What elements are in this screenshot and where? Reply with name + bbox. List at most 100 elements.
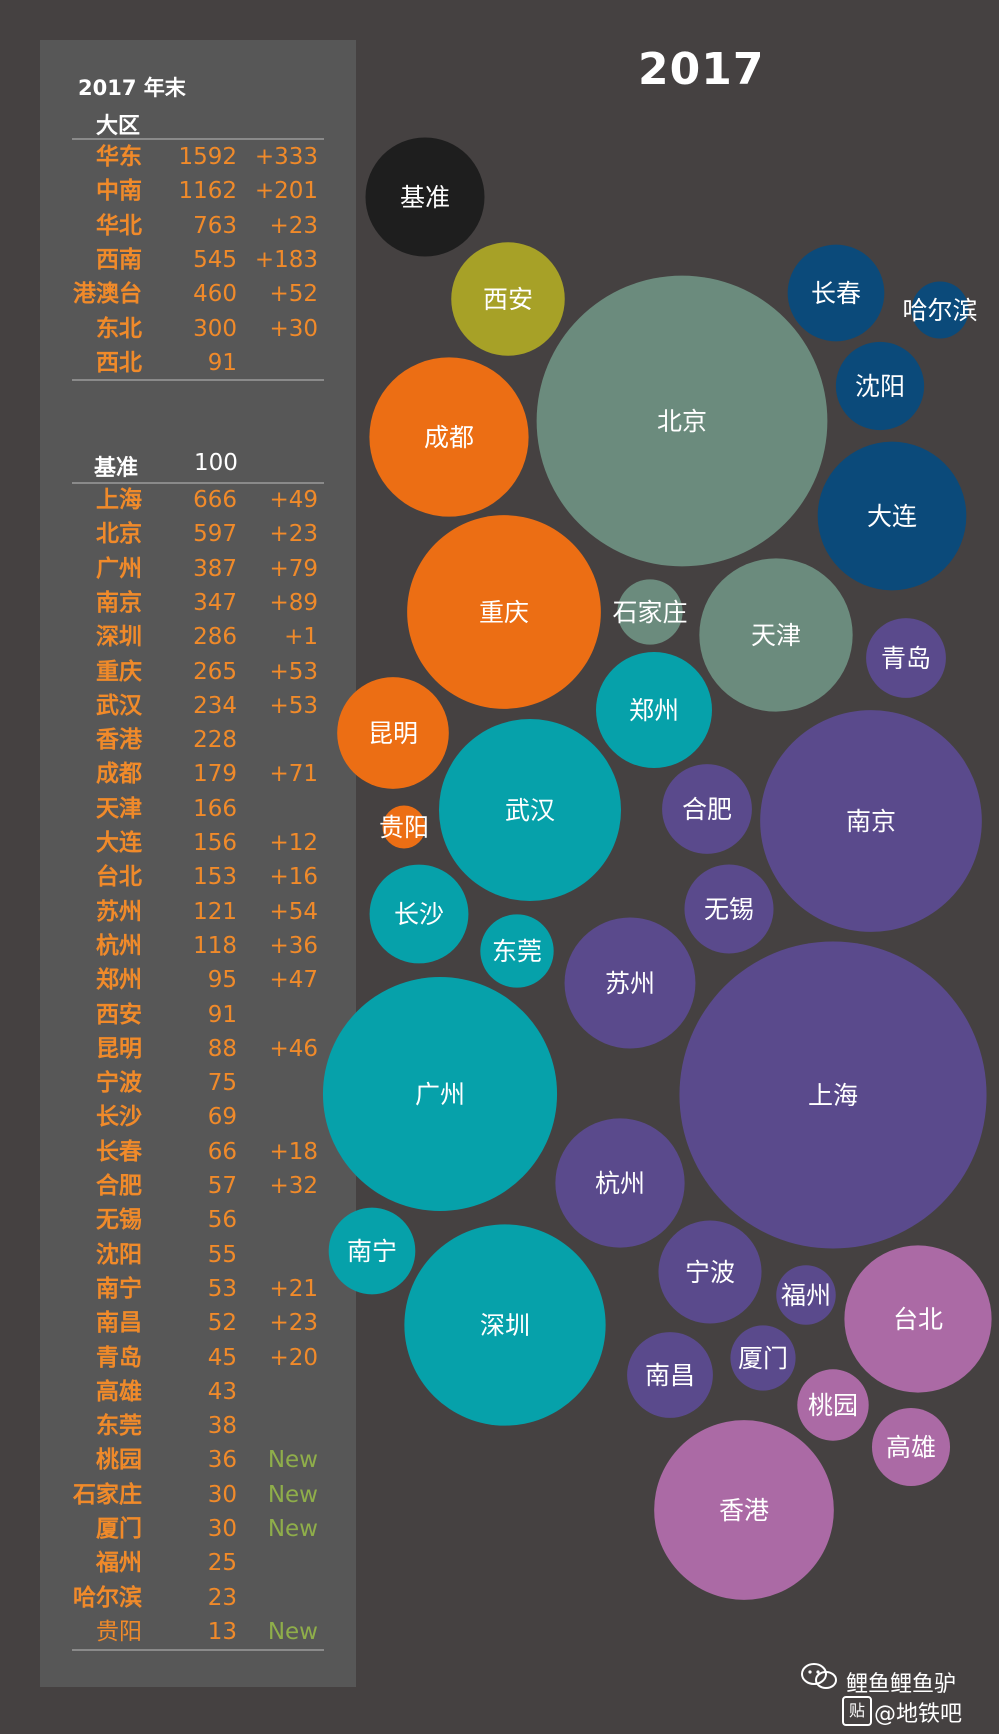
bubble-label: 郑州 (629, 696, 679, 725)
row-value: 1592 (178, 144, 237, 170)
bubble-西安 (451, 242, 565, 356)
row-value: 13 (207, 1618, 237, 1645)
row-delta: +333 (254, 144, 318, 170)
row-value: 88 (207, 1035, 237, 1062)
bubble-深圳 (404, 1224, 606, 1426)
row-value: 57 (207, 1173, 237, 1199)
row-value: 118 (193, 932, 237, 959)
table-row: 哈尔滨 23 (0, 1581, 360, 1615)
bubble-label: 福州 (781, 1281, 831, 1310)
row-value: 43 (207, 1378, 237, 1405)
row-name: 石家庄 (73, 1481, 142, 1508)
bubble-苏州 (564, 917, 696, 1049)
row-value: 387 (193, 555, 237, 582)
row-value: 55 (207, 1241, 237, 1268)
table-row: 桃园 36 New (0, 1443, 360, 1477)
row-delta: +79 (269, 555, 318, 582)
row-value: 52 (207, 1310, 237, 1337)
row-delta: +183 (254, 246, 318, 273)
row-value: 460 (193, 281, 237, 308)
row-name: 厦门 (96, 1516, 142, 1542)
row-value: 75 (207, 1070, 237, 1097)
row-value: 91 (207, 349, 237, 376)
row-delta: +54 (269, 898, 318, 925)
bubble-青岛 (866, 618, 946, 698)
table-row: 长沙 69 (0, 1100, 360, 1134)
bubble-无锡 (684, 864, 774, 954)
row-delta: New (267, 1481, 318, 1508)
table-row: 广州 387 +79 (0, 552, 360, 586)
bubble-成都 (369, 357, 529, 517)
row-name: 南宁 (96, 1275, 142, 1302)
table-row: 上海 666 +49 (0, 483, 360, 517)
row-delta: +49 (269, 487, 318, 513)
bubble-label: 石家庄 (612, 598, 687, 627)
bubble-label: 高雄 (886, 1433, 936, 1462)
bubble-广州 (322, 976, 558, 1212)
bubble-label: 东莞 (492, 937, 542, 966)
row-value: 66 (207, 1138, 237, 1165)
row-delta: New (267, 1447, 318, 1474)
table-row: 长春 66 +18 (0, 1135, 360, 1169)
row-name: 广州 (96, 555, 142, 582)
row-delta: +23 (269, 212, 318, 239)
row-value: 69 (207, 1104, 237, 1131)
row-name: 中南 (96, 178, 142, 205)
row-value: 23 (207, 1584, 237, 1611)
table-row: 厦门 30 New (0, 1512, 360, 1546)
row-value: 300 (193, 315, 237, 342)
row-value: 1162 (178, 178, 237, 205)
table-row: 天津 166 (0, 792, 360, 826)
table-row: 南宁 53 +21 (0, 1272, 360, 1306)
row-value: 95 (207, 967, 237, 994)
row-name: 苏州 (96, 898, 142, 925)
row-delta: New (267, 1618, 318, 1645)
table-row: 东北 300 +30 (0, 312, 360, 346)
table-row: 无锡 56 (0, 1203, 360, 1237)
table-row: 郑州 95 +47 (0, 963, 360, 997)
row-name: 桃园 (96, 1447, 142, 1474)
row-name: 贵阳 (96, 1618, 142, 1645)
row-name: 上海 (96, 487, 142, 513)
table-row: 东莞 38 (0, 1409, 360, 1443)
bubble-北京 (536, 275, 828, 567)
watermark-author: 鲤鱼鲤鱼驴 (846, 1672, 957, 1697)
bubble-哈尔滨 (911, 281, 969, 339)
divider (72, 1649, 324, 1651)
row-name: 南京 (96, 589, 142, 616)
bubble-昆明 (337, 677, 449, 789)
table-row: 石家庄 30 New (0, 1478, 360, 1512)
bubble-label: 宁波 (685, 1258, 735, 1287)
bubble-天津 (699, 558, 853, 712)
bubble-label: 桃园 (808, 1391, 858, 1420)
row-value: 545 (193, 246, 237, 273)
row-name: 华北 (96, 212, 142, 239)
bubble-label: 厦门 (738, 1344, 788, 1373)
row-value: 25 (207, 1550, 237, 1577)
row-name: 西安 (96, 1001, 142, 1028)
table-row: 台北 153 +16 (0, 860, 360, 894)
table-row: 中南 1162 +201 (0, 174, 360, 208)
table-row: 武汉 234 +53 (0, 689, 360, 723)
bubble-label: 哈尔滨 (902, 296, 977, 325)
row-name: 深圳 (96, 624, 142, 651)
bubble-label: 深圳 (480, 1311, 530, 1340)
table-row: 杭州 118 +36 (0, 929, 360, 963)
row-name: 合肥 (96, 1173, 142, 1199)
table-row: 华东 1592 +333 (0, 140, 360, 174)
bubble-南昌 (627, 1332, 713, 1418)
bubble-上海 (679, 941, 987, 1249)
bubble-长沙 (369, 864, 469, 964)
bubble-label: 南京 (846, 807, 896, 836)
row-delta: +46 (269, 1035, 318, 1062)
table-row: 贵阳 13 New (0, 1615, 360, 1649)
row-name: 成都 (96, 761, 142, 788)
table-row: 苏州 121 +54 (0, 895, 360, 929)
bubble-label: 基准 (400, 183, 450, 212)
divider (72, 482, 324, 484)
row-name: 武汉 (96, 692, 142, 719)
table-row: 沈阳 55 (0, 1238, 360, 1272)
watermark-site: @地铁吧 (874, 1702, 963, 1727)
row-value: 121 (193, 898, 237, 925)
row-delta: +47 (269, 967, 318, 994)
